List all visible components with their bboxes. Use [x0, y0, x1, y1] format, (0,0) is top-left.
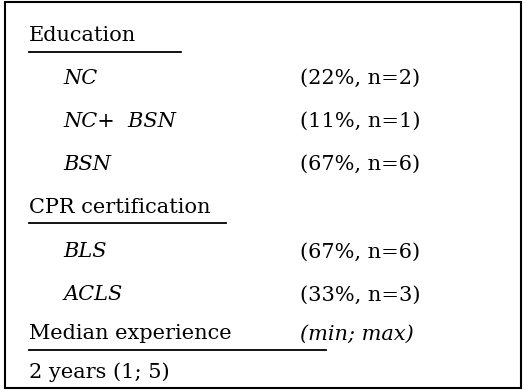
- Text: NC+  BSN: NC+ BSN: [63, 112, 176, 131]
- Text: ACLS: ACLS: [63, 285, 123, 304]
- Text: (33%, n=3): (33%, n=3): [300, 285, 420, 304]
- Text: BLS: BLS: [63, 243, 107, 261]
- Text: (11%, n=1): (11%, n=1): [300, 112, 420, 131]
- Text: Education: Education: [29, 26, 136, 45]
- Text: (67%, n=6): (67%, n=6): [300, 243, 420, 261]
- Text: NC: NC: [63, 69, 97, 88]
- Text: (min; max): (min; max): [300, 324, 413, 343]
- Text: Median experience: Median experience: [29, 324, 231, 343]
- Text: (22%, n=2): (22%, n=2): [300, 69, 420, 88]
- Text: CPR certification: CPR certification: [29, 198, 210, 216]
- Text: BSN: BSN: [63, 155, 111, 174]
- Text: (67%, n=6): (67%, n=6): [300, 155, 420, 174]
- Text: 2 years (1; 5): 2 years (1; 5): [29, 363, 169, 382]
